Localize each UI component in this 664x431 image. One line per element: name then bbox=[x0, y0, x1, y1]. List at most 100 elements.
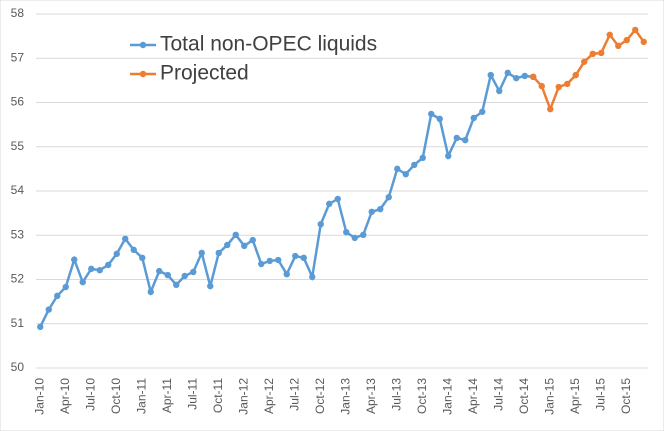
x-tick-label: Jul-14 bbox=[491, 378, 505, 411]
data-point bbox=[453, 134, 460, 142]
data-point bbox=[538, 82, 545, 90]
x-tick-label: Jul-12 bbox=[287, 378, 301, 411]
data-point bbox=[521, 72, 528, 80]
data-point bbox=[215, 249, 222, 257]
data-point bbox=[360, 231, 367, 239]
x-tick-label: Oct-12 bbox=[313, 378, 327, 414]
y-tick-label: 51 bbox=[11, 316, 25, 330]
data-point bbox=[266, 257, 273, 265]
data-point bbox=[198, 249, 205, 257]
data-point bbox=[105, 261, 112, 269]
x-tick-label: Jul-10 bbox=[83, 378, 97, 411]
data-point bbox=[530, 73, 537, 81]
data-point bbox=[411, 161, 418, 169]
data-point bbox=[190, 268, 197, 276]
x-tick-label: Oct-15 bbox=[619, 378, 633, 414]
data-point bbox=[402, 170, 409, 178]
data-point bbox=[88, 265, 95, 273]
data-point bbox=[504, 69, 511, 77]
y-tick-label: 52 bbox=[11, 272, 25, 286]
y-tick-label: 58 bbox=[11, 6, 25, 20]
data-point bbox=[343, 228, 350, 236]
x-tick-label: Oct-10 bbox=[109, 378, 123, 414]
data-point bbox=[37, 323, 44, 331]
data-point bbox=[62, 283, 69, 291]
data-point bbox=[445, 152, 452, 160]
data-point bbox=[377, 205, 384, 213]
y-tick-label: 50 bbox=[11, 360, 25, 374]
legend-marker bbox=[139, 41, 147, 49]
x-tick-label: Jan-11 bbox=[134, 378, 148, 414]
x-tick-label: Oct-11 bbox=[211, 378, 225, 413]
data-point bbox=[130, 246, 137, 254]
data-point bbox=[462, 136, 469, 144]
x-tick-label: Apr-11 bbox=[160, 378, 174, 413]
data-point bbox=[54, 292, 61, 300]
data-point bbox=[249, 236, 256, 244]
x-tick-label: Apr-10 bbox=[58, 378, 72, 414]
x-tick-label: Apr-13 bbox=[364, 378, 378, 414]
data-point bbox=[555, 83, 562, 91]
data-point bbox=[581, 58, 588, 65]
data-point bbox=[623, 36, 630, 44]
data-point bbox=[572, 71, 579, 79]
y-tick-label: 55 bbox=[11, 139, 25, 153]
data-point bbox=[479, 108, 486, 115]
data-point bbox=[79, 278, 86, 286]
data-point bbox=[385, 193, 392, 201]
data-point bbox=[547, 105, 554, 113]
x-tick-label: Jan-14 bbox=[440, 378, 454, 415]
x-tick-label: Jul-13 bbox=[389, 378, 403, 411]
data-point bbox=[436, 115, 443, 123]
data-point bbox=[394, 165, 401, 173]
x-tick-label: Apr-15 bbox=[568, 378, 582, 414]
data-point bbox=[326, 200, 333, 208]
data-point bbox=[292, 252, 299, 260]
data-point bbox=[232, 231, 239, 239]
data-point bbox=[368, 208, 375, 215]
x-tick-label: Jan-13 bbox=[338, 378, 352, 415]
data-point bbox=[241, 242, 248, 250]
data-point bbox=[334, 195, 341, 203]
data-point bbox=[589, 50, 596, 58]
data-point bbox=[351, 234, 358, 242]
data-point bbox=[156, 267, 163, 275]
y-tick-label: 57 bbox=[11, 50, 25, 64]
legend-label: Projected bbox=[160, 62, 249, 85]
data-point bbox=[164, 271, 171, 279]
y-tick-label: 53 bbox=[11, 227, 25, 241]
data-point bbox=[513, 74, 520, 82]
y-tick-label: 54 bbox=[11, 183, 25, 197]
legend-marker bbox=[139, 70, 147, 78]
data-point bbox=[564, 80, 571, 88]
data-point bbox=[487, 71, 494, 79]
data-point bbox=[300, 254, 307, 262]
data-point bbox=[224, 241, 231, 249]
x-tick-label: Jan-12 bbox=[236, 378, 250, 415]
data-point bbox=[615, 42, 622, 50]
data-point bbox=[181, 272, 188, 280]
data-point bbox=[258, 260, 265, 268]
x-tick-label: Oct-13 bbox=[415, 378, 429, 414]
x-tick-label: Oct-14 bbox=[517, 378, 531, 414]
x-tick-label: Jul-15 bbox=[593, 378, 607, 411]
data-point bbox=[173, 281, 180, 289]
x-tick-label: Apr-14 bbox=[466, 378, 480, 414]
data-point bbox=[139, 254, 146, 262]
x-tick-label: Jul-11 bbox=[185, 378, 199, 410]
data-point bbox=[207, 282, 214, 290]
data-point bbox=[45, 306, 52, 313]
data-point bbox=[470, 114, 477, 122]
data-point bbox=[598, 49, 605, 57]
data-point bbox=[96, 267, 103, 274]
data-point bbox=[317, 220, 324, 228]
data-point bbox=[640, 38, 647, 46]
data-point bbox=[632, 26, 639, 34]
data-point bbox=[71, 256, 78, 263]
data-point bbox=[283, 270, 290, 278]
data-point bbox=[496, 87, 503, 95]
data-point bbox=[147, 288, 154, 296]
x-tick-label: Jan-10 bbox=[32, 378, 46, 415]
